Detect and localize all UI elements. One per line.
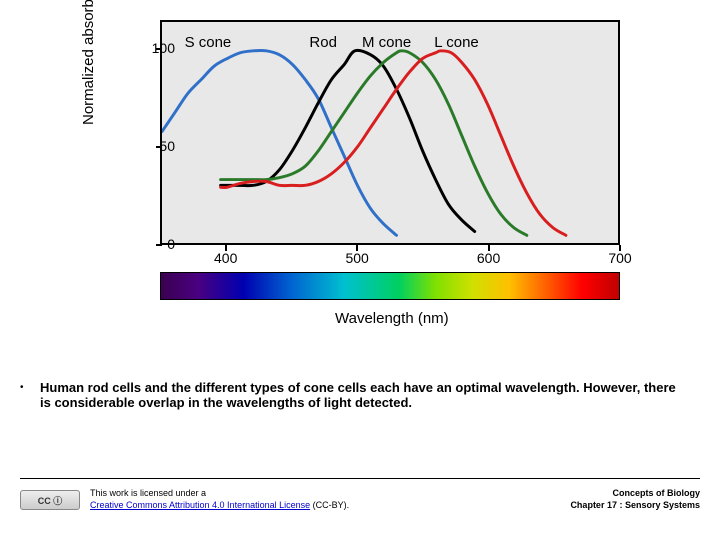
book-ref: Concepts of Biology Chapter 17 : Sensory… xyxy=(570,488,700,511)
y-axis-label: Normalized absorbance xyxy=(80,0,97,125)
x-tick-label: 500 xyxy=(337,250,377,266)
license-link[interactable]: Creative Commons Attribution 4.0 Interna… xyxy=(90,500,310,510)
footer-divider xyxy=(20,478,700,479)
series-m-cone xyxy=(221,51,527,235)
cc-by-icon: CC ⓘ xyxy=(20,490,80,510)
y-tick-mark xyxy=(156,48,162,50)
bullet: • xyxy=(20,382,24,393)
x-tick-mark xyxy=(488,245,490,251)
label-m-cone: M cone xyxy=(362,34,411,51)
curves-svg xyxy=(162,22,618,243)
license-suffix: (CC-BY). xyxy=(310,500,349,510)
label-l-cone: L cone xyxy=(434,34,478,51)
y-tick-label: 100 xyxy=(135,40,175,56)
plot-area xyxy=(160,20,620,245)
book-title: Concepts of Biology xyxy=(613,488,701,498)
y-tick-label: 0 xyxy=(135,236,175,252)
x-tick-label: 600 xyxy=(469,250,509,266)
license-prefix: This work is licensed under a xyxy=(90,488,206,498)
x-tick-mark xyxy=(225,245,227,251)
label-rod: Rod xyxy=(309,34,337,51)
x-axis-label: Wavelength (nm) xyxy=(335,310,449,327)
x-tick-mark xyxy=(619,245,621,251)
absorbance-chart: Normalized absorbance 050100 40050060070… xyxy=(80,10,640,330)
y-tick-label: 50 xyxy=(135,138,175,154)
label-s-cone: S cone xyxy=(185,34,232,51)
x-tick-mark xyxy=(356,245,358,251)
x-tick-label: 400 xyxy=(206,250,246,266)
chapter-ref: Chapter 17 : Sensory Systems xyxy=(570,500,700,510)
y-tick-mark xyxy=(156,146,162,148)
x-tick-label: 700 xyxy=(600,250,640,266)
y-tick-mark xyxy=(156,244,162,246)
series-rod xyxy=(221,50,475,231)
series-l-cone xyxy=(221,51,566,235)
visible-spectrum-bar xyxy=(160,272,620,300)
license-text: This work is licensed under a Creative C… xyxy=(90,488,349,511)
caption-text: Human rod cells and the different types … xyxy=(40,380,680,410)
